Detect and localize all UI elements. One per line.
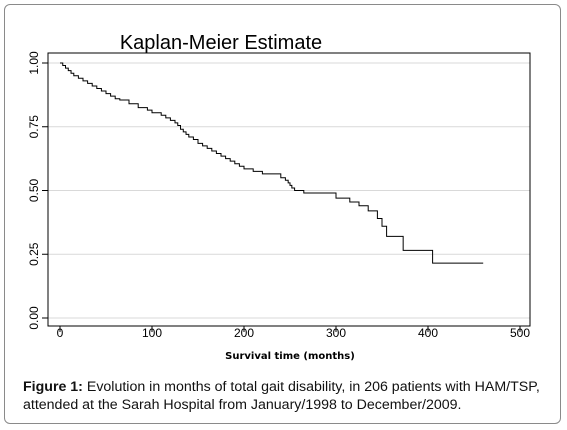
axes: 0.00 0.25 0.50 0.75 1.00 0 100 200 300 400 500: [27, 51, 530, 340]
x-tick-label: 500: [510, 326, 530, 340]
y-tick-label: 0.00: [27, 306, 41, 330]
x-axis-label: Survival time (months): [225, 351, 355, 362]
caption-text: Evolution in months of total gait disabi…: [23, 379, 540, 413]
plot-area-frame: [47, 52, 531, 327]
survival-curve: [60, 62, 484, 264]
km-chart: Kaplan-Meier Estimate 0.00 0.25 0.50 0.75 1.…: [27, 32, 531, 362]
caption-label: Figure 1:: [23, 379, 83, 395]
y-tick-label: 1.00: [27, 51, 41, 75]
y-tick-label: 0.50: [27, 178, 41, 202]
x-tick-label: 0: [57, 326, 64, 340]
x-tick-label: 100: [142, 326, 162, 340]
grid-lines: [48, 62, 530, 319]
y-tick-label: 0.75: [27, 115, 41, 139]
x-tick-label: 200: [234, 326, 254, 340]
x-tick-label: 400: [418, 326, 438, 340]
x-tick-label: 300: [326, 326, 346, 340]
chart-title: Kaplan-Meier Estimate: [120, 32, 322, 54]
y-tick-label: 0.25: [27, 242, 41, 266]
figure-caption: Figure 1: Evolution in months of total g…: [23, 378, 553, 414]
figure-frame: [4, 4, 561, 424]
